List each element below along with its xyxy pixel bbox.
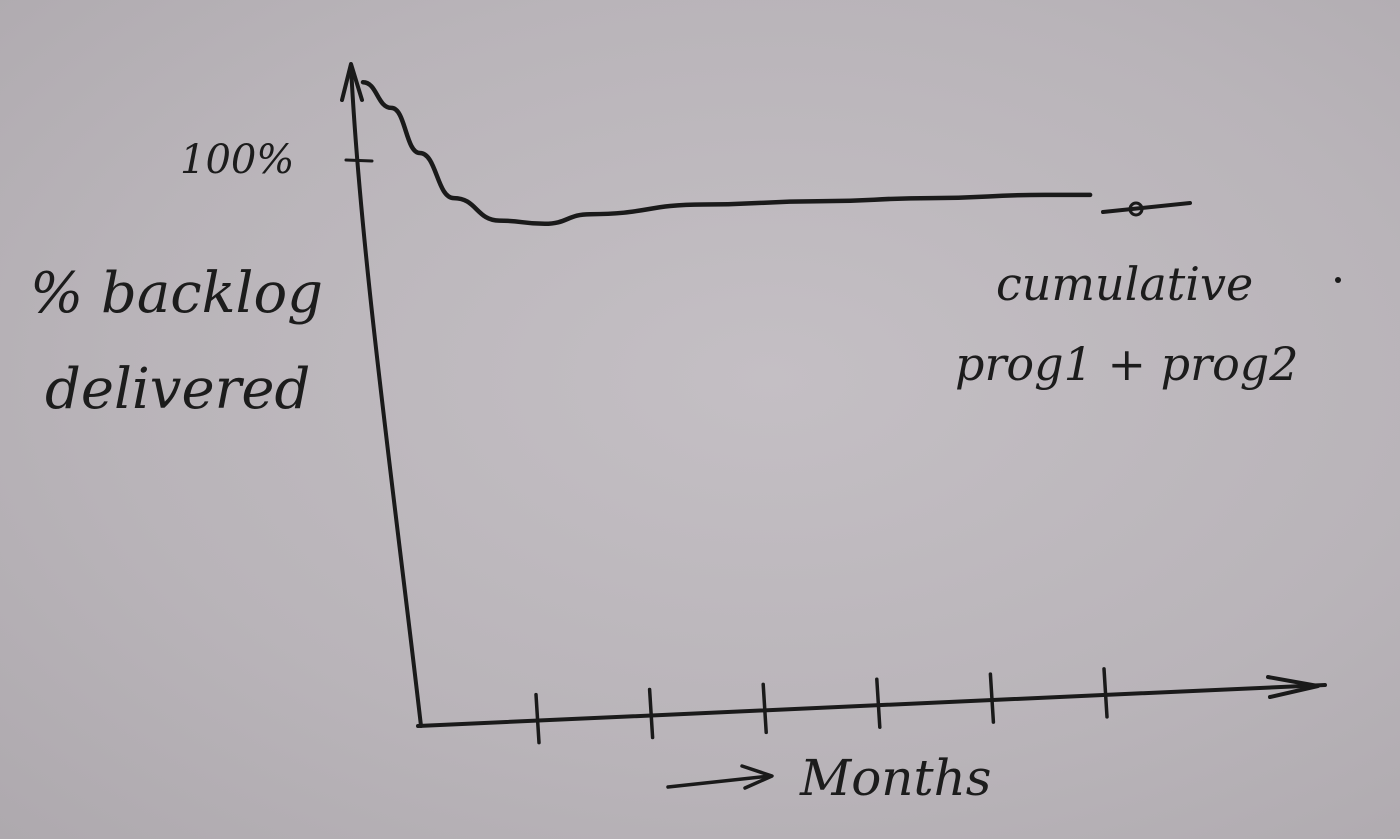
y-axis: [349, 64, 423, 728]
y-axis-label-line-1: % backlog: [30, 261, 323, 326]
x-axis-label: Months: [799, 749, 991, 807]
y-axis-label-line-2: delivered: [45, 357, 310, 422]
x-tick-mark: [534, 692, 541, 745]
y-axis-arrowhead: [340, 62, 364, 102]
legend-label-line-1: cumulative: [996, 257, 1253, 311]
x-label-arrow: [666, 764, 774, 790]
x-tick-mark: [988, 672, 996, 724]
x-axis: [416, 683, 1327, 728]
legend-stray-dot: [1335, 277, 1341, 283]
legend-label-line-2: prog1 + prog2: [955, 337, 1298, 391]
x-tick-mark: [1102, 667, 1109, 719]
series-line-cumulative: [360, 79, 1093, 227]
legend-swatch-marker: [1128, 201, 1144, 217]
x-axis-arrowhead: [1266, 675, 1320, 699]
x-tick-mark: [647, 687, 655, 740]
legend-swatch-line: [1101, 201, 1192, 214]
y-tick-label-100: 100%: [180, 137, 294, 183]
x-tick-mark: [875, 677, 882, 729]
x-ticks: [534, 667, 1109, 745]
y-tick-100: [344, 158, 374, 163]
x-tick-mark: [761, 682, 768, 735]
